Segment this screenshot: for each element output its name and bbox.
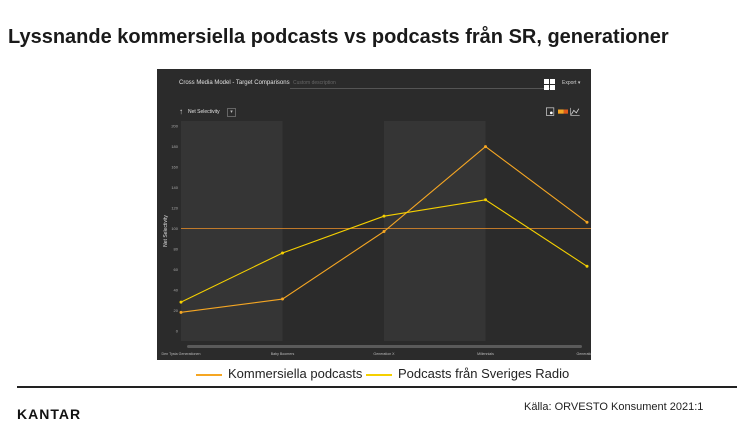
description-input[interactable]: Custom description [290,78,550,89]
y-tick-label: 20 [174,308,179,313]
line-chart-tool-icon[interactable] [570,107,580,116]
metric-dropdown-icon[interactable]: ▾ [227,108,236,117]
data-point [585,220,589,224]
slide-title: Lyssnande kommersiella podcasts vs podca… [8,26,669,48]
data-point [585,264,589,268]
x-tick-label: Millennials [477,352,494,356]
y-axis-label: Net Selectivity [163,215,169,247]
y-tick-label: 100 [171,226,178,231]
data-point [484,145,487,149]
column-band [384,121,486,341]
kantar-logo: KANTAR [17,406,82,422]
y-tick-label: 140 [171,185,178,190]
data-point [281,297,284,301]
panel-header: Cross Media Model - Target Comparisons C… [157,69,591,97]
color-tool-icon[interactable] [558,109,568,114]
chart-tools [546,107,580,116]
panel-title: Cross Media Model - Target Comparisons [179,80,290,86]
data-point [484,198,487,202]
chart-panel: Cross Media Model - Target Comparisons C… [157,69,591,360]
grid-view-icon[interactable] [544,79,555,90]
x-tick-label: Den Tysta Generationen [162,352,201,356]
y-tick-label: 200 [171,124,178,129]
x-tick-label: Generation Z [577,352,591,356]
line-chart: 0 20 40 60 80 100 120 140 160 180 200 Net Selectivi… [162,121,591,356]
y-tick-label: 80 [174,246,179,251]
legend-swatch-sr [366,374,392,376]
data-point [382,230,386,234]
x-tick-label: Baby Boomers [271,352,295,356]
horizontal-scrollbar[interactable] [187,345,582,348]
x-tick-label: Generation X [373,352,395,356]
legend-label-sr: Podcasts från Sveriges Radio [398,366,570,381]
y-tick-label: 160 [171,165,178,170]
column-band [282,121,384,341]
legend-label-kommersiella: Kommersiella podcasts [228,366,363,381]
footer-divider [17,386,737,388]
source-note: Källa: ORVESTO Konsument 2021:1 [524,401,704,413]
y-tick-label: 40 [174,287,179,292]
arrow-up-icon: ↑ [179,107,183,116]
export-button[interactable]: Export ▾ [562,80,580,86]
data-point [179,300,183,304]
y-tick-label: 60 [174,267,179,272]
legend-swatch-kommersiella [196,374,222,376]
y-tick-label: 0 [176,328,179,333]
scatter-tool-icon[interactable] [546,107,555,116]
chevron-down-icon: ▾ [577,80,581,86]
column-band [485,121,587,341]
y-tick-label: 120 [171,205,178,210]
column-band [181,121,283,341]
y-tick-label: 180 [171,144,178,149]
data-point [281,251,284,255]
export-label: Export [562,80,577,86]
data-point [382,214,386,218]
metric-label: Net Selectivity [188,109,220,115]
data-point [179,310,183,314]
